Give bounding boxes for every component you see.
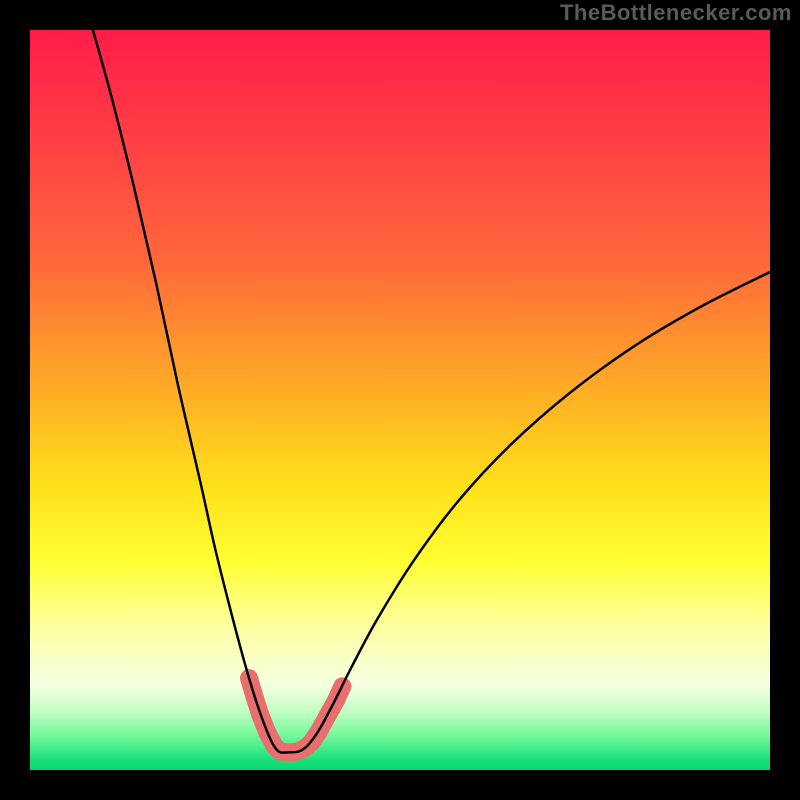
plot-background — [30, 30, 770, 770]
figure-root: TheBottlenecker.com — [0, 0, 800, 800]
bottleneck-chart — [0, 0, 800, 800]
